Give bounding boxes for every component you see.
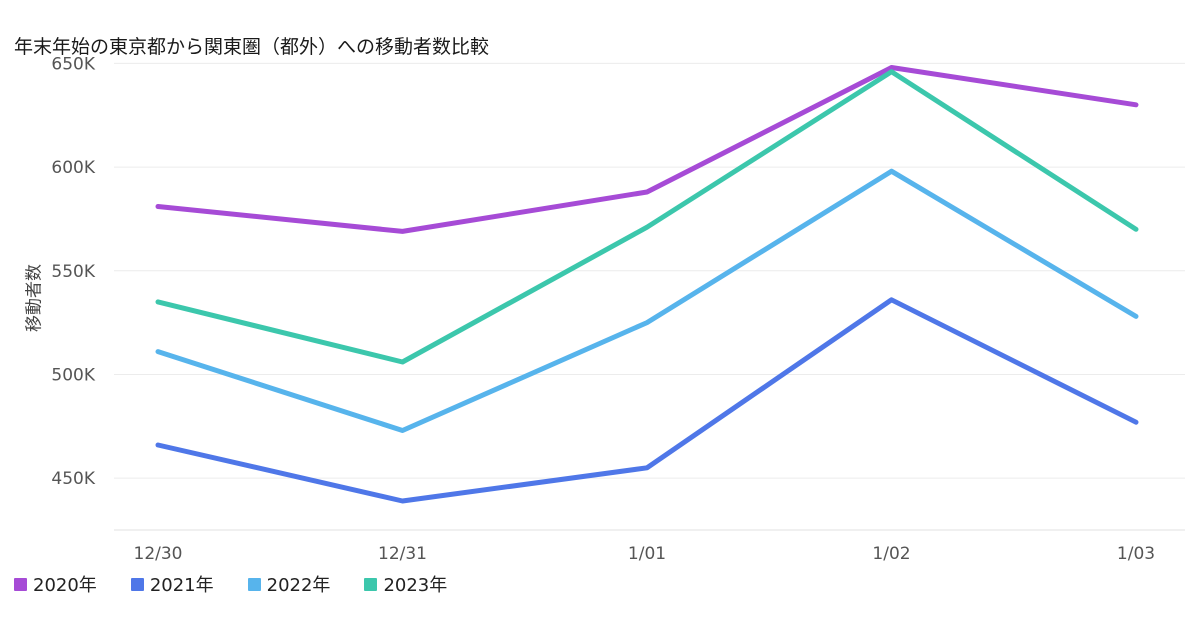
legend-item[interactable]: 2021年: [130, 571, 214, 597]
legend-swatch: [14, 577, 27, 591]
series-line-4: [155, 69, 1139, 365]
legend-label: 2023年: [383, 575, 448, 596]
legend: 2020年 2021年 2022年 2023年: [14, 571, 481, 597]
legend-label: 2021年: [149, 575, 214, 596]
y-tick-label: 650K: [51, 54, 95, 74]
legend-item[interactable]: 2023年: [364, 571, 447, 597]
legend-swatch: [247, 577, 261, 591]
y-tick-label: 500K: [51, 365, 95, 385]
series-line-1: [155, 65, 1139, 234]
x-tick-label: 1/03: [1117, 544, 1155, 564]
x-tick-label: 1/01: [628, 544, 666, 564]
y-tick-label: 550K: [51, 262, 95, 282]
legend-swatch: [364, 577, 378, 591]
legend-swatch: [130, 577, 144, 591]
x-tick-label: 12/30: [134, 544, 183, 564]
x-tick-label: 1/02: [872, 544, 910, 564]
series-lines: [155, 65, 1139, 504]
legend-item[interactable]: 2022年: [247, 571, 331, 597]
legend-item[interactable]: 2020年: [14, 571, 97, 597]
y-axis-ticks: 450K 500K 550K 600K 650K: [51, 54, 95, 489]
legend-label: 2020年: [33, 575, 97, 596]
legend-label: 2022年: [266, 575, 331, 596]
y-tick-label: 600K: [51, 158, 95, 178]
series-line-2: [155, 297, 1139, 504]
chart-title: 年末年始の東京都から関東圏（都外）への移動者数比較: [14, 36, 490, 58]
series-line-3: [155, 168, 1139, 433]
gridlines: [114, 62, 1185, 531]
y-tick-label: 450K: [51, 469, 95, 489]
x-tick-label: 12/31: [378, 544, 427, 564]
x-axis-ticks: 12/30 12/31 1/01 1/02 1/03: [134, 544, 1156, 564]
